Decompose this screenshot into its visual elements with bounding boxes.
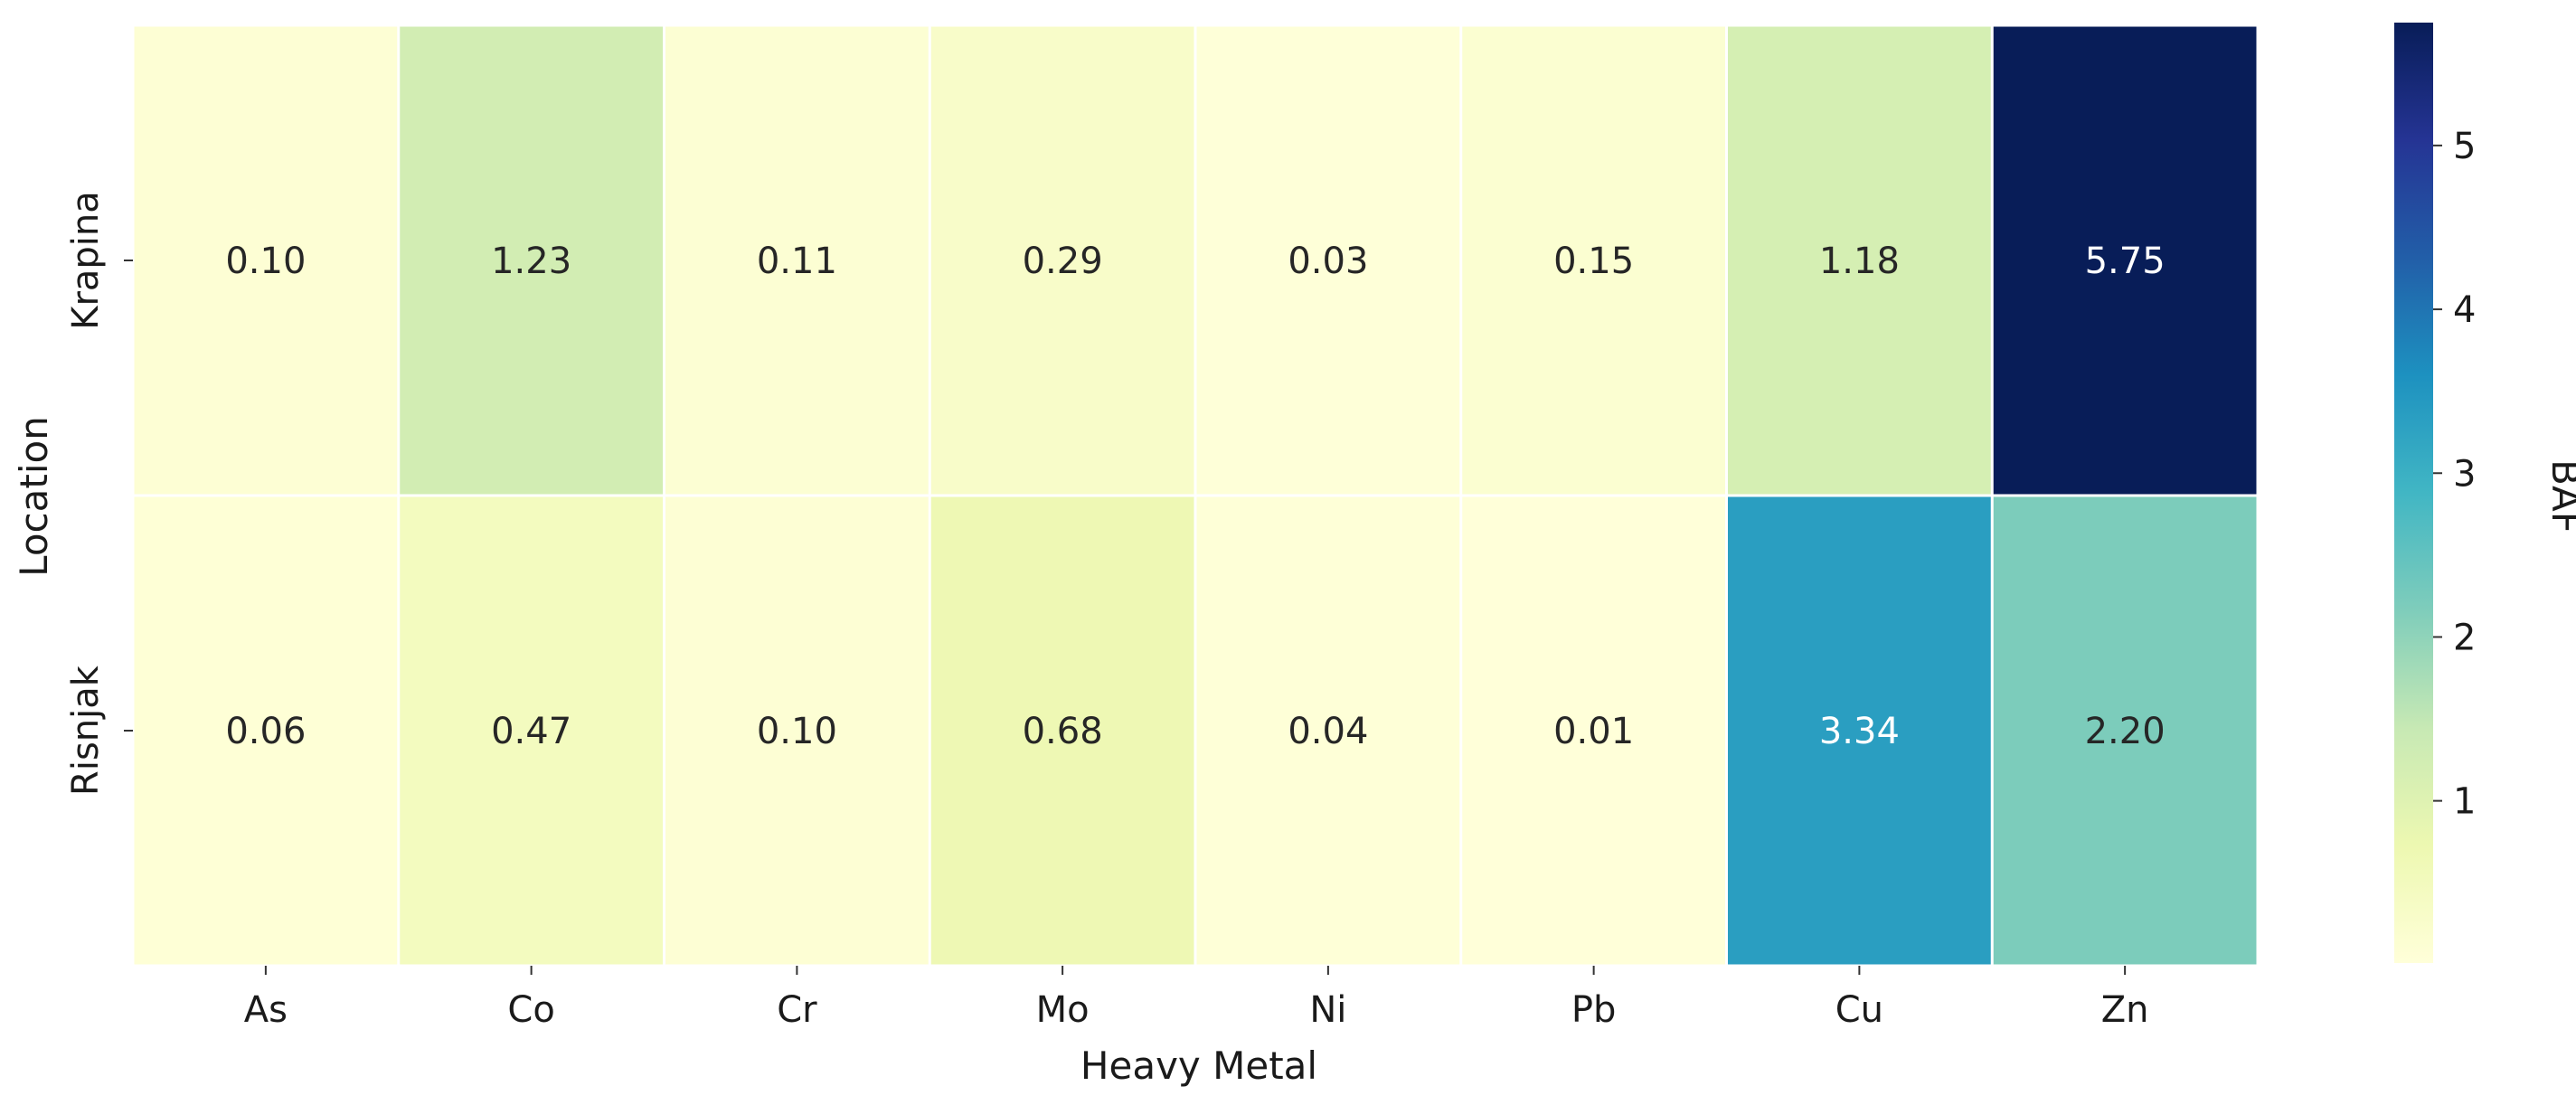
- heatmap-cell-krapina-as: [134, 26, 398, 495]
- heatmap-cell-risnjak-cu: [1728, 496, 1991, 965]
- x-tick-label-zn: Zn: [2101, 989, 2149, 1031]
- heatmap-cell-risnjak-mo: [930, 496, 1194, 965]
- heatmap-cell-value-krapina-co: 1.23: [491, 241, 571, 282]
- heatmap-cell-value-risnjak-co: 0.47: [491, 711, 571, 752]
- colorbar-tick-label-3: 3: [2453, 453, 2476, 495]
- heatmap-cell-risnjak-pb: [1462, 496, 1725, 965]
- heatmap-cell-krapina-mo: [930, 26, 1194, 495]
- colorbar: 1 2 3 4 5: [2394, 23, 2476, 963]
- colorbar-title: BAF: [2543, 459, 2576, 534]
- colorbar-tick-label-5: 5: [2453, 126, 2476, 167]
- y-axis-ticks: Krapina Risnjak: [65, 191, 133, 796]
- x-tick-label-cr: Cr: [777, 989, 817, 1031]
- x-tick-label-pb: Pb: [1571, 989, 1617, 1031]
- x-tick-label-co: Co: [507, 989, 554, 1031]
- heatmap-cell-value-krapina-cr: 0.11: [757, 241, 837, 282]
- heatmap-cell-krapina-pb: [1462, 26, 1725, 495]
- heatmap-cell-value-krapina-as: 0.10: [225, 241, 306, 282]
- heatmap-cell-value-krapina-mo: 0.29: [1023, 241, 1103, 282]
- heatmap-cell-value-krapina-pb: 0.15: [1553, 241, 1634, 282]
- heatmap-cell-value-risnjak-cr: 0.10: [757, 711, 837, 752]
- x-axis-title: Heavy Metal: [1080, 1044, 1317, 1088]
- heatmap-cell-value-risnjak-ni: 0.04: [1288, 711, 1368, 752]
- heatmap-cells: 0.10 1.23 0.11 0.29 0.03 0.15 1.18 5.75 0.06 0.47…: [134, 26, 2257, 965]
- heatmap-cell-value-risnjak-as: 0.06: [225, 711, 306, 752]
- heatmap-cell-value-krapina-zn: 5.75: [2085, 241, 2166, 282]
- y-tick-label-krapina: Krapina: [65, 191, 107, 330]
- heatmap-cell-value-risnjak-cu: 3.34: [1819, 711, 1900, 752]
- x-tick-label-as: As: [244, 989, 288, 1031]
- y-axis-title: Location: [12, 416, 56, 577]
- colorbar-tick-label-4: 4: [2453, 289, 2476, 331]
- heatmap-cell-krapina-cu: [1728, 26, 1991, 495]
- heatmap-cell-value-risnjak-mo: 0.68: [1023, 711, 1103, 752]
- heatmap-cell-risnjak-as: [134, 496, 398, 965]
- heatmap-cell-krapina-cr: [665, 26, 929, 495]
- heatmap-cell-value-krapina-cu: 1.18: [1819, 241, 1900, 282]
- heatmap-cell-krapina-co: [400, 26, 663, 495]
- x-tick-label-cu: Cu: [1835, 989, 1883, 1031]
- heatmap-cell-value-risnjak-pb: 0.01: [1553, 711, 1634, 752]
- heatmap-cell-krapina-zn: [1993, 26, 2257, 495]
- heatmap-cell-krapina-ni: [1196, 26, 1460, 495]
- x-tick-label-mo: Mo: [1036, 989, 1090, 1031]
- heatmap-cell-risnjak-co: [400, 496, 663, 965]
- heatmap-cell-value-risnjak-zn: 2.20: [2085, 711, 2166, 752]
- y-tick-label-risnjak: Risnjak: [65, 665, 107, 796]
- colorbar-tick-label-1: 1: [2453, 781, 2476, 823]
- heatmap-cell-risnjak-ni: [1196, 496, 1460, 965]
- heatmap-cell-risnjak-zn: [1993, 496, 2257, 965]
- heatmap-cell-risnjak-cr: [665, 496, 929, 965]
- x-axis-ticks: As Co Cr Mo Ni Pb Cu Zn: [244, 966, 2149, 1031]
- colorbar-tick-label-2: 2: [2453, 617, 2476, 658]
- colorbar-gradient: [2394, 23, 2433, 963]
- heatmap-cell-value-krapina-ni: 0.03: [1288, 241, 1368, 282]
- x-tick-label-ni: Ni: [1309, 989, 1346, 1031]
